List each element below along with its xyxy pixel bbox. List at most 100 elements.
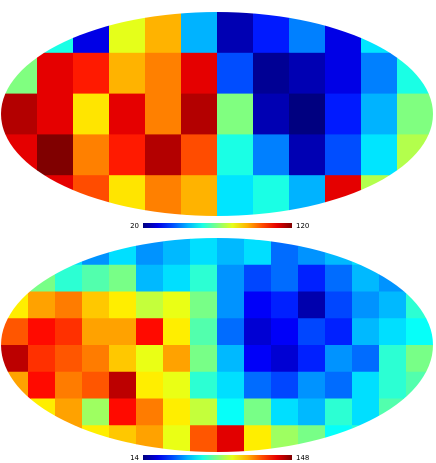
pixel	[217, 264, 245, 292]
pixel	[325, 93, 362, 135]
pixel	[1, 345, 29, 373]
pixel	[325, 238, 353, 266]
pixel	[1, 175, 38, 216]
pixel	[55, 425, 83, 452]
pixel	[37, 93, 74, 135]
pixel	[397, 175, 433, 216]
pixel	[136, 345, 164, 373]
pixel	[325, 52, 362, 95]
pixel	[181, 134, 218, 176]
pixel	[361, 52, 398, 95]
pixel	[1, 52, 38, 95]
pixel	[37, 175, 74, 216]
pixel	[325, 264, 353, 292]
pixel	[145, 175, 182, 216]
pixel	[352, 318, 380, 346]
pixel	[298, 425, 326, 452]
pixel	[1, 134, 38, 176]
pixel	[244, 318, 272, 346]
pixel	[109, 398, 137, 426]
pixel	[82, 291, 110, 319]
pixel	[217, 398, 245, 426]
pixel	[37, 52, 74, 95]
pixel	[271, 371, 299, 399]
pixel	[379, 425, 407, 452]
pixel	[136, 264, 164, 292]
pixel	[271, 318, 299, 346]
pixel	[136, 425, 164, 452]
pixel	[82, 425, 110, 452]
pixel	[1, 371, 29, 399]
pixel	[28, 398, 56, 426]
pixel	[244, 398, 272, 426]
pixel	[109, 291, 137, 319]
pixel	[181, 93, 218, 135]
pixel	[406, 291, 433, 319]
pixel	[28, 318, 56, 346]
pixel	[55, 345, 83, 373]
pixel	[217, 371, 245, 399]
pixel	[1, 93, 38, 135]
pixel	[406, 371, 433, 399]
pixel	[397, 93, 433, 135]
pixel	[1, 264, 29, 292]
pixel	[190, 345, 218, 373]
pixel	[379, 291, 407, 319]
pixel	[352, 291, 380, 319]
map	[1, 238, 433, 452]
pixel	[298, 398, 326, 426]
pixel	[181, 12, 218, 54]
pixel	[217, 291, 245, 319]
pixel	[82, 238, 110, 266]
pixel	[379, 398, 407, 426]
pixel	[379, 371, 407, 399]
pixel	[55, 398, 83, 426]
pixel	[82, 371, 110, 399]
colorbar-label: 20	[130, 222, 139, 230]
pixel	[271, 238, 299, 266]
pixel	[73, 12, 110, 54]
pixel	[163, 264, 191, 292]
pixel	[1, 238, 29, 266]
pixel	[289, 175, 326, 216]
pixel	[271, 264, 299, 292]
pixel	[73, 93, 110, 135]
pixel	[163, 291, 191, 319]
pixel	[145, 93, 182, 135]
pixel	[352, 425, 380, 452]
pixel	[217, 12, 254, 54]
pixel	[325, 12, 362, 54]
pixel	[181, 175, 218, 216]
pixel	[217, 318, 245, 346]
pixel	[1, 318, 29, 346]
pixel	[163, 398, 191, 426]
pixel	[190, 264, 218, 292]
pixel	[37, 12, 74, 54]
pixel	[397, 134, 433, 176]
pixel	[55, 238, 83, 266]
pixel	[406, 345, 433, 373]
pixel	[109, 345, 137, 373]
pixel	[289, 134, 326, 176]
pixel	[325, 345, 353, 373]
pixel	[217, 238, 245, 266]
pixel	[28, 371, 56, 399]
pixel	[163, 371, 191, 399]
pixel	[325, 134, 362, 176]
colorbar-label: 120	[296, 222, 309, 230]
pixel	[1, 291, 29, 319]
pixel	[244, 425, 272, 452]
pixel	[298, 291, 326, 319]
colorbar	[143, 223, 292, 228]
pixel	[298, 238, 326, 266]
pixel	[298, 345, 326, 373]
pixel	[361, 12, 398, 54]
pixel	[253, 134, 290, 176]
pixel	[82, 345, 110, 373]
pixel	[352, 238, 380, 266]
pixel	[325, 175, 362, 216]
pixel	[253, 175, 290, 216]
pixel	[28, 425, 56, 452]
pixel	[361, 175, 398, 216]
